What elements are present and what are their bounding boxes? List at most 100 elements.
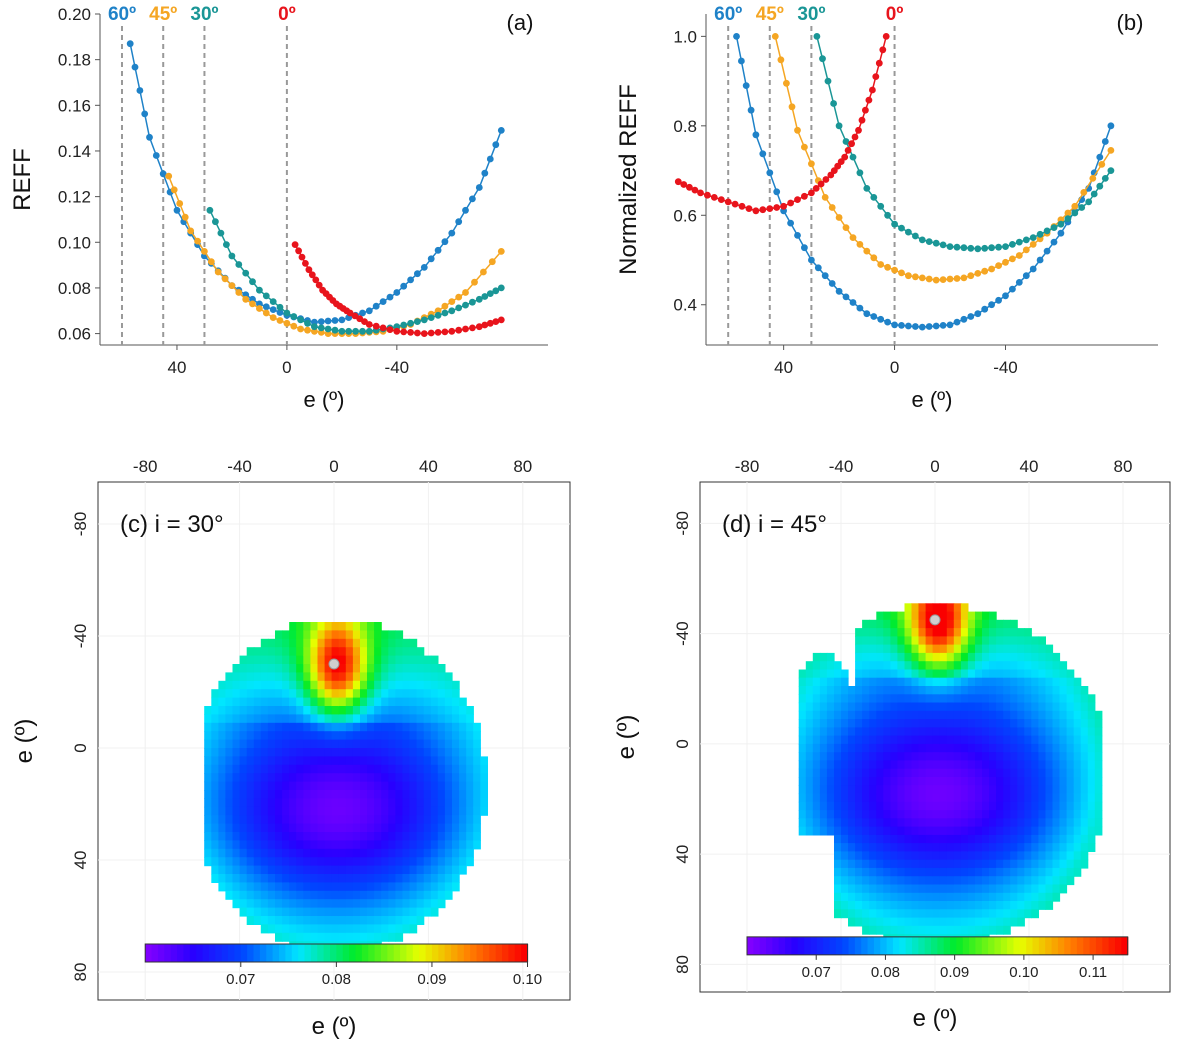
heat-cell: [939, 851, 948, 861]
heat-cell: [444, 790, 453, 799]
heat-cell: [204, 731, 212, 741]
series-point: [324, 325, 332, 333]
heat-cell: [430, 731, 439, 741]
heat-cell: [225, 697, 234, 707]
heat-cell: [381, 706, 389, 715]
heat-cell: [890, 884, 898, 894]
heat-cell: [953, 652, 962, 662]
heat-cell: [331, 622, 340, 631]
heat-cell: [1059, 727, 1068, 737]
heat-cell: [352, 697, 361, 707]
heat-cell: [975, 925, 983, 935]
heat-cell: [989, 669, 997, 679]
heat-cell: [232, 781, 241, 791]
series-point: [824, 77, 832, 85]
series-point: [481, 293, 489, 300]
heat-cell: [282, 655, 290, 665]
heat-cell: [890, 867, 898, 877]
heat-cell: [918, 669, 927, 679]
heat-cell: [798, 818, 807, 828]
heat-cell: [982, 652, 990, 662]
heat-cell: [932, 628, 941, 637]
heat-cell: [1080, 834, 1089, 844]
heat-cell: [1045, 867, 1054, 877]
heat-cell: [946, 719, 955, 728]
heat-cell: [982, 892, 990, 902]
heat-cell: [367, 932, 375, 942]
heat-cell: [939, 694, 948, 704]
heat-cell: [430, 680, 439, 690]
heat-cell: [402, 731, 411, 741]
heat-cell: [812, 694, 821, 704]
heat-cell: [890, 702, 898, 712]
heat-cell: [855, 818, 863, 828]
heat-cell: [996, 859, 1004, 869]
heat-cell: [275, 706, 283, 715]
series-point: [988, 244, 995, 252]
heat-cell: [452, 680, 460, 690]
series-point: [1009, 255, 1016, 263]
heat-cell: [381, 731, 389, 741]
heat-cell: [960, 619, 969, 629]
heat-cell: [374, 630, 382, 640]
heat-cell: [360, 865, 368, 875]
heat-cell: [911, 652, 920, 662]
series-point: [276, 317, 284, 324]
heat-cell: [1059, 760, 1068, 770]
heat-cell: [918, 901, 927, 910]
heat-cell: [246, 890, 255, 900]
heat-cell: [918, 768, 927, 778]
heat-cell: [473, 781, 481, 791]
heat-cell: [1059, 843, 1068, 852]
heat-cell: [303, 647, 311, 657]
heat-cell: [1073, 686, 1082, 695]
heat-cell: [331, 815, 340, 825]
heat-cell: [834, 677, 842, 687]
heat-cell: [331, 916, 340, 925]
heat-cell: [437, 840, 446, 850]
heat-cell: [317, 655, 326, 665]
heat-cell: [1010, 826, 1018, 836]
heat-cell: [982, 628, 990, 637]
heat-cell: [855, 719, 863, 728]
heat-cell: [253, 722, 262, 732]
heat-cell: [402, 823, 411, 833]
series-line: [735, 36, 1112, 328]
heat-cell: [805, 661, 814, 671]
heat-cell: [1080, 801, 1089, 811]
heat-cell: [869, 818, 877, 828]
heat-cell: [897, 719, 906, 728]
heat-cell: [911, 884, 920, 894]
series-point: [1071, 209, 1079, 217]
heat-cell: [409, 848, 418, 858]
heat-cell: [367, 798, 375, 808]
heat-cell: [324, 840, 333, 850]
heat-cell: [423, 848, 432, 858]
heat-cell: [423, 823, 432, 833]
series-point: [1009, 241, 1016, 248]
heat-cell: [275, 832, 283, 841]
heat-cell: [883, 777, 891, 786]
heat-cell: [360, 832, 368, 841]
heat-cell: [883, 743, 891, 753]
heat-cell: [395, 823, 404, 833]
heat-cell: [324, 848, 333, 858]
heat-cell: [946, 859, 955, 869]
heat-cell: [409, 672, 418, 682]
heat-cell: [1094, 727, 1103, 737]
series-point: [835, 122, 843, 130]
heat-cell: [402, 697, 411, 707]
heat-cell: [996, 727, 1004, 737]
colorbar-segment: [924, 936, 932, 955]
heat-cell: [960, 603, 969, 613]
heat-cell: [911, 603, 920, 613]
heat-cell: [1017, 785, 1025, 795]
series-point: [939, 322, 947, 329]
heat-cell: [953, 925, 962, 935]
heat-cell: [996, 686, 1004, 695]
heat-cell: [260, 890, 269, 900]
heat-cell: [352, 932, 361, 942]
heat-cell: [437, 890, 446, 900]
heat-cell: [939, 702, 948, 712]
series-point: [835, 214, 843, 221]
